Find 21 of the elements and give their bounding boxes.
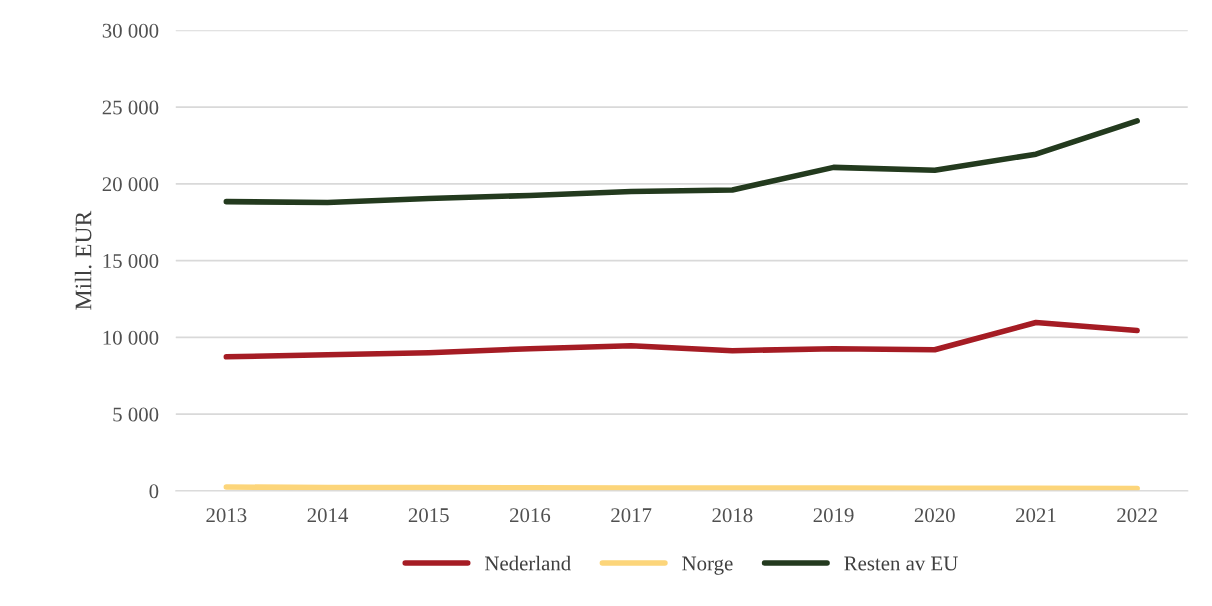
y-tick-label: 15 000 [103,253,159,269]
y-tick-label: 5 000 [113,407,159,422]
y-tick-label: 20 000 [102,177,159,192]
legend-label: Nederland [485,555,571,571]
x-tick-label: 2018 [712,508,753,523]
x-tick-label: 2015 [408,508,449,523]
x-tick-label: 2022 [1117,508,1157,523]
x-tick-label: 2019 [813,508,854,523]
x-tick-label: 2021 [1016,508,1056,523]
x-tick-label: 2013 [206,508,247,523]
y-tick-label: 25 000 [102,100,159,115]
y-tick-label: 0 [149,484,159,499]
y-tick-label: 30 000 [102,23,159,38]
x-tick-label: 2020 [914,508,955,523]
x-tick-label: 2017 [611,508,652,523]
legend-label: Norge [682,556,733,575]
legend-label: Resten av EU [844,556,958,571]
x-tick-label: 2014 [307,508,349,523]
x-tick-label: 2016 [510,508,551,523]
y-axis-title: Mill. EUR [74,210,92,310]
y-tick-label: 10 000 [103,330,159,345]
